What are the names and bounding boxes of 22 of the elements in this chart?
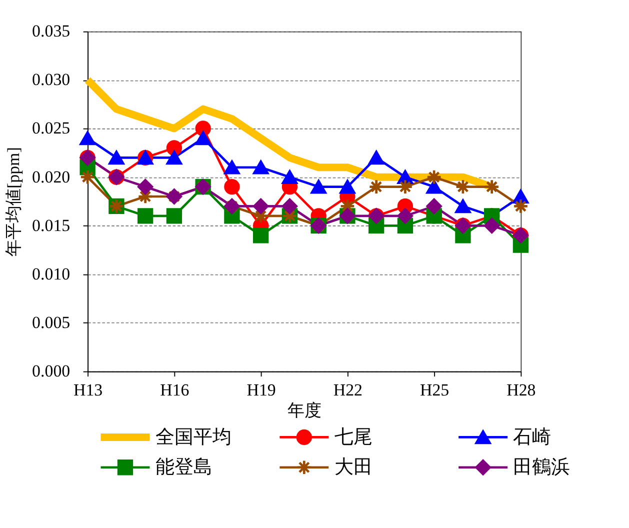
y-tick-label: 0.035 <box>32 22 70 41</box>
legend-label: 石崎 <box>513 426 552 448</box>
y-tick-label: 0.010 <box>32 264 70 284</box>
x-tick-label: H13 <box>73 380 103 400</box>
legend-label: 七尾 <box>334 426 372 448</box>
x-tick-label: H19 <box>246 380 276 400</box>
x-tick-label: H25 <box>420 380 450 400</box>
y-tick-label: 0.025 <box>32 118 70 138</box>
y-tick-label: 0.000 <box>32 362 70 380</box>
legend-label: 田鶴浜 <box>513 457 570 478</box>
legend-label: 全国平均 <box>155 426 232 448</box>
y-axis-title: 年平均値[ppm] <box>4 147 23 257</box>
y-tick-label: 0.020 <box>32 167 70 186</box>
legend-label: 能登島 <box>155 457 212 478</box>
legend-label: 大田 <box>334 457 372 478</box>
x-tick-label: H16 <box>160 380 190 400</box>
y-tick-label: 0.030 <box>32 70 70 90</box>
x-tick-label: H28 <box>506 380 536 400</box>
x-tick-label: H22 <box>333 380 363 400</box>
y-tick-label: 0.015 <box>32 216 70 235</box>
y-tick-label: 0.005 <box>32 312 70 332</box>
x-axis-title: 年度 <box>288 401 322 420</box>
